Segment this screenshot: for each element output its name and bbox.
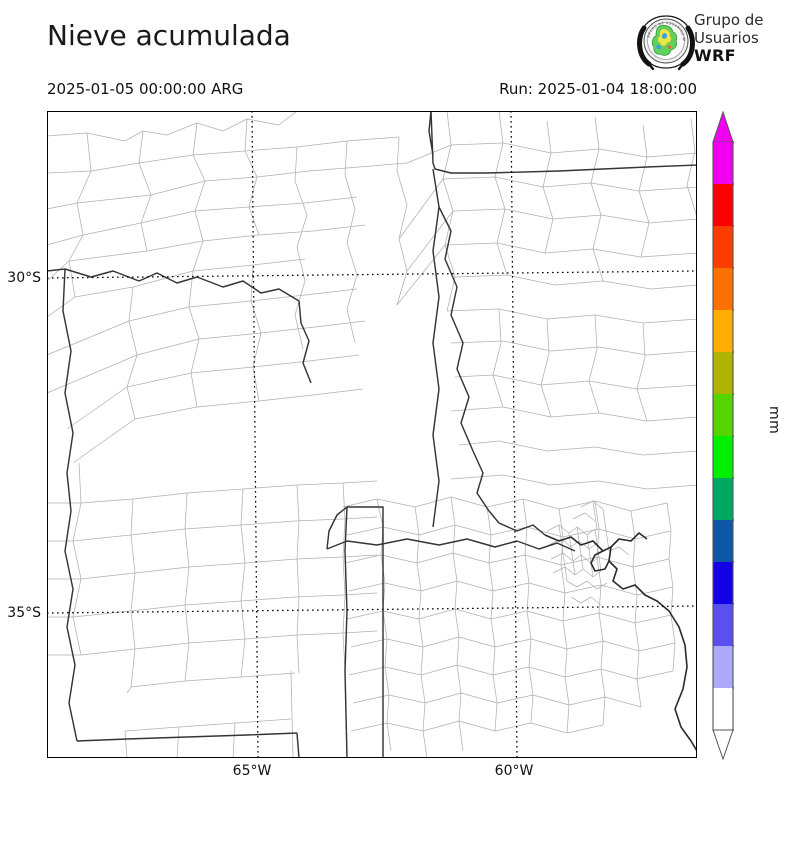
latitude-line-35s (48, 604, 696, 614)
department-boundaries-ne (396, 112, 696, 489)
logo-text: Grupo de Usuarios WRF (694, 11, 800, 74)
graticule (48, 112, 696, 757)
logo: GRUPO DE USUARIOS WRF Grupo de Usuarios … (635, 9, 800, 74)
page-title: Nieve acumulada (47, 19, 291, 52)
globe-emblem-icon: GRUPO DE USUARIOS WRF (635, 9, 696, 72)
longitude-line-60w (509, 112, 518, 757)
department-boundaries-w (48, 462, 377, 757)
valid-time-label: 2025-01-05 00:00:00 ARG (47, 80, 244, 98)
latitude-line-30s (48, 269, 696, 279)
logo-line-1: Grupo de (694, 11, 764, 29)
run-time-label: Run: 2025-01-04 18:00:00 (499, 80, 697, 98)
axis-label-lon-60w: 60°W (494, 763, 534, 779)
logo-line-2: Usuarios (694, 28, 759, 47)
weather-map-page: Nieve acumulada 2025-01-05 00:00:00 ARG … (7, 9, 800, 779)
colorbar[interactable]: 12.0 11.0 10.0 9.0 8.0 7.0 6.0 5.0 4.0 3… (712, 111, 734, 761)
map-panel[interactable]: .dep{fill:none;stroke:#b0b0b0;stroke-wid… (47, 111, 697, 758)
map-canvas[interactable]: .dep{fill:none;stroke:#b0b0b0;stroke-wid… (47, 111, 697, 758)
coastline (544, 531, 696, 752)
department-boundaries (48, 112, 407, 463)
department-boundaries-se (342, 496, 675, 757)
axis-label-lat-30s: 30°S (7, 270, 41, 286)
colorbar-swatches (712, 111, 734, 761)
axis-label-lon-65w: 65°W (232, 763, 272, 779)
axis-label-lat-35s: 35°S (7, 605, 41, 621)
map-geometry (48, 112, 696, 757)
longitude-line-65w (250, 112, 259, 757)
colorbar-unit-label: mm (766, 406, 782, 435)
logo-line-3: WRF (694, 46, 736, 65)
province-boundaries (48, 112, 696, 757)
department-boundaries-conurbano (546, 500, 629, 605)
